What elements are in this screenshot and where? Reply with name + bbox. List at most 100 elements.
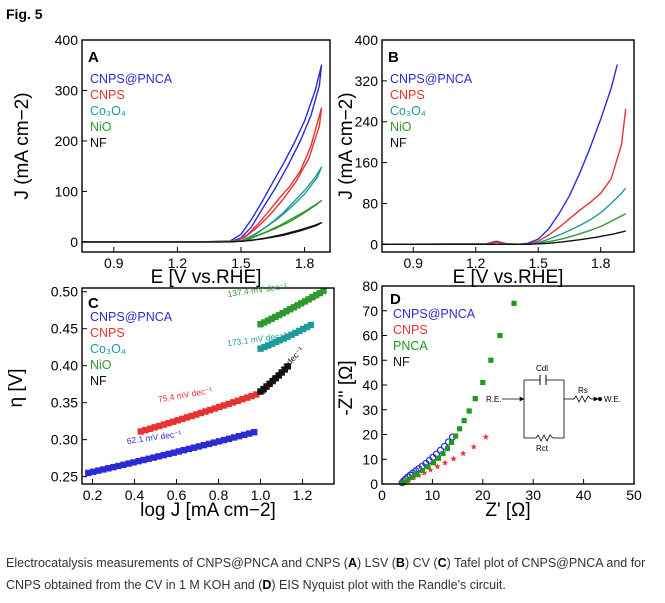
y-tick-label: 10 (362, 451, 378, 467)
data-point (272, 338, 280, 346)
y-tick-label: 400 (55, 32, 79, 48)
x-tick-label: 1.2 (466, 255, 486, 271)
series-line (82, 166, 323, 243)
data-point (299, 325, 307, 333)
panel-b-y-axis-title: J (mA cm−2) (336, 92, 357, 199)
y-tick-label: 100 (55, 183, 79, 199)
data-point (125, 460, 132, 467)
legend-entry: Co₃O₄ (390, 104, 426, 118)
data-point (225, 435, 233, 442)
data-point (197, 409, 205, 417)
panel-a-label: A (88, 49, 99, 66)
data-point (179, 415, 186, 423)
data-point (151, 424, 158, 431)
data-point (257, 321, 264, 328)
panel-c-y-ticks: 0.25 0.30 0.35 0.40 0.45 0.50 (51, 284, 87, 485)
legend-entry: CNPS (90, 88, 125, 102)
panel-d-legend: CNPS@PNCA CNPS PNCA NF (393, 307, 476, 369)
data-point (183, 414, 191, 421)
data-point (459, 450, 467, 457)
data-point (430, 460, 437, 466)
x-tick-label: 1.2 (293, 487, 313, 503)
series-line (382, 187, 627, 246)
data-point (142, 426, 149, 434)
data-point (180, 447, 188, 454)
x-tick-label: 40 (576, 487, 592, 503)
series-line (82, 221, 323, 243)
data-point (165, 419, 172, 427)
caption-text: Electrocatalysis measurements of CNPS@PN… (6, 556, 348, 570)
legend-entry: CNPS@PNCA (90, 310, 173, 324)
data-point (175, 448, 182, 455)
data-point (488, 357, 494, 363)
data-point (400, 480, 406, 486)
legend-entry: PNCA (393, 339, 428, 353)
data-point (309, 294, 316, 301)
x-tick-label: 1.8 (295, 255, 315, 271)
y-tick-label: 200 (55, 133, 79, 149)
data-point (409, 474, 415, 480)
data-point (305, 296, 312, 303)
y-tick-label: 40 (362, 377, 378, 393)
y-tick-label: 320 (355, 73, 379, 89)
data-point (268, 340, 276, 347)
panel-b-legend: CNPS@PNCA CNPS Co₃O₄ NiO NF (390, 72, 473, 150)
data-point (95, 467, 102, 474)
data-point (450, 455, 457, 462)
y-tick-label: 160 (355, 155, 379, 171)
panel-c-y-axis-title: η [V] (6, 368, 27, 407)
data-point (272, 313, 279, 321)
data-point (110, 463, 117, 471)
legend-entry: NiO (90, 358, 112, 372)
panel-a-x-ticks: 0.9 1.2 1.5 1.8 (104, 247, 315, 271)
data-point (265, 342, 272, 349)
data-point (261, 343, 268, 351)
data-point (264, 317, 272, 324)
legend-entry: CNPS (393, 323, 428, 337)
data-point (160, 451, 167, 459)
data-point (288, 331, 295, 338)
caption-text: ) CV ( (404, 556, 438, 570)
caption-panel-ref: B (395, 556, 405, 570)
data-point (195, 443, 203, 450)
data-point (427, 466, 434, 473)
data-point (461, 418, 467, 424)
data-point (275, 311, 283, 319)
panel-d-nyquist: 0 10 20 30 40 50 0 10 20 30 40 50 60 70 80 D CNPS@PNC… (336, 278, 642, 521)
x-tick-label: 0 (378, 487, 386, 503)
data-point (253, 391, 260, 398)
data-point (296, 327, 303, 335)
data-point (235, 432, 243, 440)
data-point (190, 444, 198, 451)
data-point (444, 445, 451, 451)
y-tick-label: 30 (362, 402, 378, 418)
data-point (137, 428, 144, 435)
data-point (284, 363, 291, 370)
panel-a-y-ticks: 0 100 200 300 400 (55, 32, 87, 250)
data-point (303, 323, 311, 331)
data-point (170, 449, 177, 456)
y-tick-label: 240 (355, 114, 379, 130)
figure-caption: Electrocatalysis measurements of CNPS@PN… (6, 552, 656, 596)
y-tick-label: 400 (355, 32, 379, 48)
data-point (482, 433, 490, 440)
panel-c-series (85, 287, 327, 477)
data-point (457, 426, 463, 432)
data-point (130, 459, 137, 466)
data-point (251, 429, 258, 436)
y-tick-label: 20 (362, 427, 378, 443)
data-point (511, 300, 517, 306)
data-point (294, 302, 301, 309)
data-point (105, 465, 112, 472)
y-tick-label: 0.25 (51, 469, 78, 485)
panel-a-series (82, 64, 323, 243)
data-point (210, 439, 218, 446)
series-line (381, 108, 627, 246)
data-point (466, 408, 472, 414)
data-point (100, 466, 107, 473)
data-point (425, 464, 431, 470)
legend-entry: CNPS@PNCA (90, 72, 173, 86)
data-point (90, 468, 97, 475)
